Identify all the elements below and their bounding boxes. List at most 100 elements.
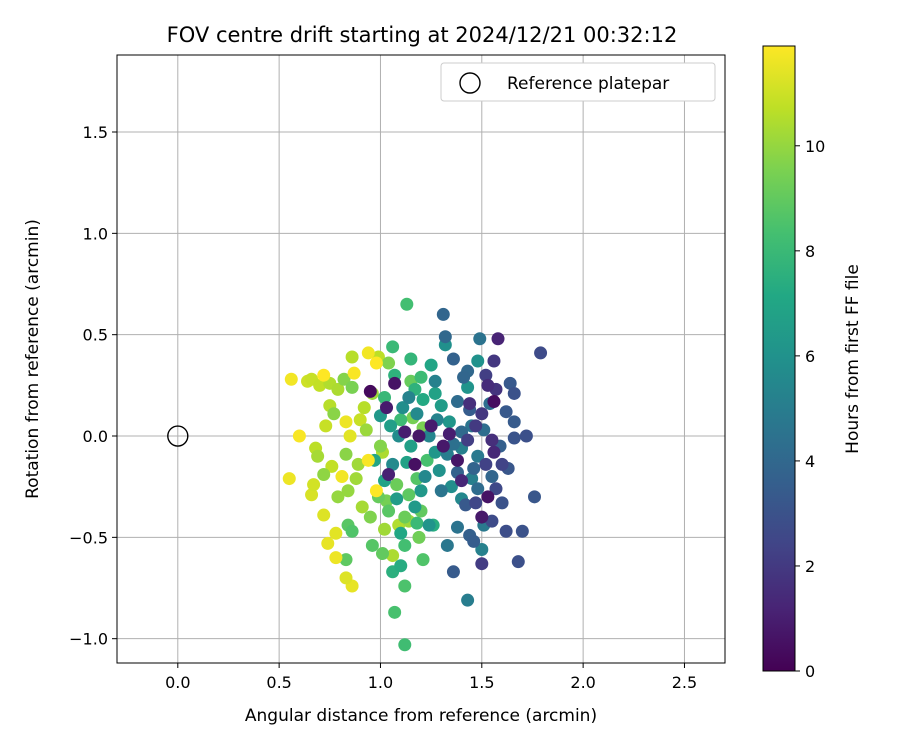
scatter-point — [428, 386, 442, 400]
y-axis-label: Rotation from reference (arcmin) — [23, 219, 43, 499]
colorbar-label: Hours from first FF file — [843, 264, 863, 454]
scatter-point — [479, 457, 493, 471]
scatter-point — [442, 427, 456, 441]
plot-area — [117, 55, 725, 663]
scatter-point — [343, 429, 357, 443]
scatter-point — [382, 356, 396, 370]
scatter-point — [400, 297, 414, 311]
scatter-point — [388, 376, 402, 390]
scatter-point — [329, 551, 343, 565]
colorbar-tick-label: 8 — [805, 242, 815, 261]
scatter-point — [319, 419, 333, 433]
scatter-point — [331, 490, 345, 504]
scatter-point — [386, 549, 400, 563]
scatter-point — [311, 449, 325, 463]
scatter-point — [394, 413, 408, 427]
scatter-point — [503, 376, 517, 390]
scatter-point — [457, 370, 471, 384]
colorbar-tick-label: 0 — [805, 662, 815, 681]
scatter-point — [337, 372, 351, 386]
scatter-point — [378, 391, 392, 405]
scatter-point — [365, 538, 379, 552]
scatter-point — [450, 395, 464, 409]
scatter-point — [329, 526, 343, 540]
scatter-point — [461, 593, 475, 607]
scatter-point — [339, 553, 353, 567]
scatter-point — [305, 488, 319, 502]
scatter-point — [325, 459, 339, 473]
scatter-point — [463, 397, 477, 411]
scatter-point — [440, 538, 454, 552]
y-tick-label: −0.5 — [69, 528, 108, 547]
y-tick-label: −1.0 — [69, 630, 108, 649]
scatter-point — [386, 340, 400, 354]
scatter-point — [357, 401, 371, 415]
x-tick-label: 1.0 — [368, 673, 393, 692]
scatter-point — [394, 559, 408, 573]
scatter-point — [475, 557, 489, 571]
colorbar-tick-label: 4 — [805, 452, 815, 471]
scatter-point — [469, 419, 483, 433]
scatter-point — [436, 307, 450, 321]
scatter-point — [473, 332, 487, 346]
scatter-point — [416, 553, 430, 567]
scatter-point — [534, 346, 548, 360]
scatter-point — [347, 366, 361, 380]
scatter-point — [412, 429, 426, 443]
scatter-point — [321, 536, 335, 550]
scatter-point — [339, 447, 353, 461]
scatter-point — [398, 538, 412, 552]
scatter-point — [495, 496, 509, 510]
scatter-point — [355, 500, 369, 514]
scatter-point — [444, 480, 458, 494]
scatter-point — [353, 413, 367, 427]
reference-platepar-group — [167, 425, 189, 447]
scatter-point — [317, 368, 331, 382]
scatter-point — [499, 405, 513, 419]
scatter-point — [487, 395, 501, 409]
scatter-point — [467, 534, 481, 548]
scatter-point — [404, 439, 418, 453]
scatter-point — [422, 429, 436, 443]
scatter-point — [361, 453, 375, 467]
x-tick-label: 1.5 — [469, 673, 494, 692]
scatter-point — [499, 524, 513, 538]
scatter-point — [467, 461, 481, 475]
y-tick-label: 0.5 — [83, 326, 108, 345]
scatter-point — [420, 453, 434, 467]
scatter-point — [487, 445, 501, 459]
scatter-point — [485, 470, 499, 484]
scatter-point — [487, 354, 501, 368]
scatter-point — [345, 350, 359, 364]
scatter-point — [410, 516, 424, 530]
scatter-point — [461, 433, 475, 447]
scatter-point — [402, 391, 416, 405]
x-tick-label: 2.0 — [570, 673, 595, 692]
scatter-point — [418, 470, 432, 484]
scatter-point — [363, 510, 377, 524]
scatter-point — [369, 484, 383, 498]
scatter-point — [479, 368, 493, 382]
scatter-point — [485, 514, 499, 528]
scatter-point — [317, 468, 331, 482]
scatter-point — [495, 457, 509, 471]
scatter-point — [390, 492, 404, 506]
scatter-point — [361, 346, 375, 360]
scatter-point — [507, 431, 521, 445]
scatter-point — [396, 401, 410, 415]
scatter-point — [384, 419, 398, 433]
legend-box — [440, 62, 716, 102]
scatter-point — [475, 510, 489, 524]
colorbar: 0 2 4 6 8 10 Hours from first FF file — [762, 45, 863, 681]
scatter-point — [378, 522, 392, 536]
colorbar-tick-label: 6 — [805, 347, 815, 366]
scatter-point — [422, 518, 436, 532]
scatter-point — [424, 419, 438, 433]
colorbar-gradient — [762, 45, 796, 672]
scatter-point — [515, 524, 529, 538]
scatter-point — [481, 378, 495, 392]
x-tick-label: 0.0 — [165, 673, 190, 692]
scatter-point — [410, 407, 424, 421]
scatter-point — [408, 457, 422, 471]
scatter-point — [398, 510, 412, 524]
